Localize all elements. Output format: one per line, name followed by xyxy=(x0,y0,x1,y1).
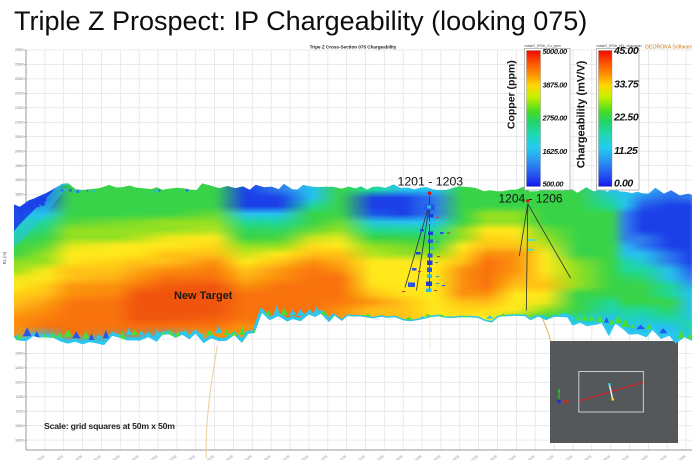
svg-text:7550E: 7550E xyxy=(111,454,122,460)
svg-text:3875.00: 3875.00 xyxy=(543,80,569,89)
svg-text:1150: 1150 xyxy=(15,395,23,399)
svg-text:500.00: 500.00 xyxy=(543,180,565,189)
svg-text:8800E: 8800E xyxy=(582,454,593,460)
svg-text:8750E: 8750E xyxy=(563,454,574,460)
svg-text:5000.00: 5000.00 xyxy=(543,47,569,56)
svg-text:1850: 1850 xyxy=(15,193,23,197)
svg-text:11.25: 11.25 xyxy=(614,145,638,157)
svg-text:8650E: 8650E xyxy=(526,454,537,460)
svg-text:mask2_IPDb_Cu_ppm: mask2_IPDb_Cu_ppm xyxy=(525,44,561,48)
svg-text:7800E: 7800E xyxy=(205,454,216,460)
svg-text:7900E: 7900E xyxy=(243,454,254,460)
svg-text:45.00: 45.00 xyxy=(613,45,639,57)
svg-text:2100: 2100 xyxy=(15,121,23,125)
svg-text:9050E: 9050E xyxy=(677,454,688,460)
svg-text:7850E: 7850E xyxy=(224,454,235,460)
svg-text:8850E: 8850E xyxy=(601,454,612,460)
svg-text:8400E: 8400E xyxy=(431,454,442,460)
svg-text:2250: 2250 xyxy=(15,77,23,81)
svg-text:7450E: 7450E xyxy=(73,454,84,460)
svg-text:7750E: 7750E xyxy=(186,454,197,460)
svg-text:8250E: 8250E xyxy=(375,454,386,460)
svg-text:New Target: New Target xyxy=(174,290,233,302)
svg-text:Scale: grid squares at 50m x 5: Scale: grid squares at 50m x 50m xyxy=(44,421,175,431)
svg-text:7400E: 7400E xyxy=(54,454,65,460)
svg-text:1100: 1100 xyxy=(15,409,23,413)
svg-text:33.75: 33.75 xyxy=(614,78,639,90)
svg-text:8600E: 8600E xyxy=(507,454,518,460)
svg-text:7600E: 7600E xyxy=(130,454,141,460)
svg-text:1250: 1250 xyxy=(15,366,23,370)
svg-text:1050: 1050 xyxy=(15,424,23,428)
svg-text:7500E: 7500E xyxy=(92,454,103,460)
svg-text:8550E: 8550E xyxy=(488,454,499,460)
svg-text:9000E: 9000E xyxy=(658,454,669,460)
svg-text:GEOROKA Software: GEOROKA Software xyxy=(645,45,692,51)
svg-text:8500E: 8500E xyxy=(469,454,480,460)
svg-text:8300E: 8300E xyxy=(394,454,405,460)
svg-text:1625.00: 1625.00 xyxy=(543,147,569,156)
svg-text:2300: 2300 xyxy=(15,63,23,67)
svg-text:1200: 1200 xyxy=(15,381,23,385)
svg-text:1950: 1950 xyxy=(15,164,23,168)
svg-text:22.50: 22.50 xyxy=(613,112,639,124)
svg-text:8900E: 8900E xyxy=(620,454,631,460)
svg-text:2150: 2150 xyxy=(15,106,23,110)
svg-text:7650E: 7650E xyxy=(148,454,159,460)
svg-text:7950E: 7950E xyxy=(262,454,273,460)
svg-text:7700E: 7700E xyxy=(167,454,178,460)
svg-text:8050E: 8050E xyxy=(299,454,310,460)
svg-text:8350E: 8350E xyxy=(413,454,424,460)
svg-text:RL (m): RL (m) xyxy=(2,251,7,264)
svg-text:8700E: 8700E xyxy=(545,454,556,460)
svg-text:0.00: 0.00 xyxy=(614,178,633,190)
svg-text:2350: 2350 xyxy=(15,48,23,52)
svg-text:2050: 2050 xyxy=(15,135,23,139)
svg-text:2200: 2200 xyxy=(15,92,23,96)
svg-text:2000: 2000 xyxy=(15,149,23,153)
svg-text:7350E: 7350E xyxy=(35,454,46,460)
svg-text:1204 - 1206: 1204 - 1206 xyxy=(499,192,563,206)
svg-text:8200E: 8200E xyxy=(356,454,367,460)
svg-text:1201 - 1203: 1201 - 1203 xyxy=(398,175,464,189)
svg-text:Triple Z Prospect: IP Chargeab: Triple Z Prospect: IP Chargeability (loo… xyxy=(14,6,587,36)
svg-text:8450E: 8450E xyxy=(450,454,461,460)
svg-text:1300: 1300 xyxy=(15,352,23,356)
svg-text:8150E: 8150E xyxy=(337,454,348,460)
svg-text:1000: 1000 xyxy=(15,438,23,442)
svg-text:Copper (ppm): Copper (ppm) xyxy=(506,60,518,129)
svg-text:Tripe Z Cross-Section 075 Char: Tripe Z Cross-Section 075 Chargeability xyxy=(310,45,397,50)
svg-text:Chargeability (mV/V): Chargeability (mV/V) xyxy=(576,60,588,168)
svg-text:2750.00: 2750.00 xyxy=(542,114,569,123)
svg-text:mask2_IPDb_MX_chargeab: mask2_IPDb_MX_chargeab xyxy=(597,44,642,48)
svg-text:8100E: 8100E xyxy=(318,454,329,460)
svg-text:8000E: 8000E xyxy=(280,454,291,460)
svg-text:8950E: 8950E xyxy=(639,454,650,460)
svg-text:1900: 1900 xyxy=(15,178,23,182)
